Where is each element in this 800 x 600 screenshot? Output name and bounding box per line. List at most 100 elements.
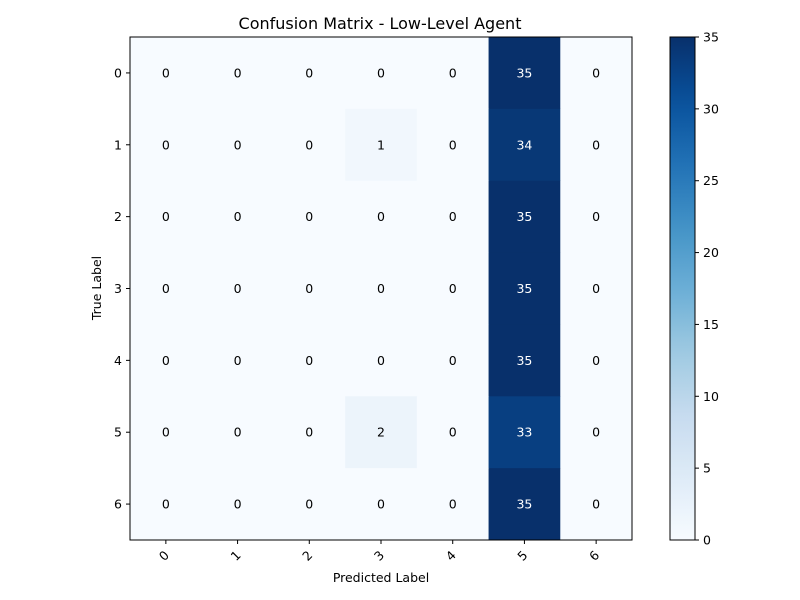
cell-value-label: 0	[592, 137, 600, 152]
cell-value-label: 0	[592, 425, 600, 440]
heatmap-cell	[273, 396, 346, 469]
x-tick-label: 2	[299, 548, 315, 564]
cell-value-label: 0	[234, 209, 242, 224]
heatmap-cell	[273, 37, 346, 110]
y-tick-label: 0	[114, 65, 122, 80]
cell-value-label: 0	[305, 281, 313, 296]
colorbar-tick-label: 15	[703, 317, 719, 332]
colorbar	[669, 36, 696, 541]
heatmap-cell	[345, 180, 418, 254]
x-tick-label: 1	[227, 548, 243, 564]
cell-value-label: 0	[162, 137, 170, 152]
heatmap-cell	[560, 396, 633, 469]
cell-value-label: 0	[377, 209, 385, 224]
heatmap-cell	[345, 252, 418, 325]
heatmap-cell	[488, 180, 561, 254]
heatmap-cell	[201, 180, 274, 254]
heatmap-cell	[345, 324, 418, 397]
x-axis-ticks: 0 1 2 3 4 5 6	[156, 540, 602, 564]
heatmap-cell	[130, 396, 203, 469]
heatmap-cell	[130, 252, 203, 325]
cell-value-label: 0	[162, 497, 170, 512]
cell-value-label: 0	[234, 65, 242, 80]
heatmap-cell	[345, 108, 418, 182]
cell-value-label: 35	[516, 209, 532, 224]
colorbar-tick-label: 10	[703, 389, 719, 404]
y-axis-label: True Label	[89, 256, 104, 321]
colorbar-tick-label: 20	[703, 245, 719, 260]
cell-value-label: 0	[377, 497, 385, 512]
cell-value-label: 0	[305, 209, 313, 224]
heatmap-cell	[201, 468, 274, 541]
cell-value-label: 33	[516, 425, 532, 440]
heatmap-cell	[345, 396, 418, 469]
heatmap-cell	[130, 468, 203, 541]
cell-value-label: 0	[449, 281, 457, 296]
heatmap-cell	[416, 396, 490, 469]
cell-value-label: 0	[162, 425, 170, 440]
y-tick-label: 1	[114, 137, 122, 152]
chart-title: Confusion Matrix - Low-Level Agent	[239, 14, 522, 33]
heatmap-cell	[201, 252, 274, 325]
heatmap-cell	[560, 324, 633, 397]
cell-value-label: 0	[234, 137, 242, 152]
heatmap-cell	[201, 396, 274, 469]
heatmap-cell	[488, 37, 561, 110]
heatmap-cell-labels: 0 0 0 0 0 35 0 0 0 0 1 0 34 0 0 0 0 0 0 35 0 0 0 0 0 0 35 0 0 0 0 0 0 35 0…	[162, 65, 600, 511]
cell-value-label: 0	[234, 281, 242, 296]
heatmap-cell	[201, 108, 274, 182]
cell-value-label: 1	[377, 137, 385, 152]
heatmap-cells	[130, 37, 633, 541]
x-tick-label: 3	[371, 548, 387, 564]
heatmap-cell	[130, 37, 203, 110]
heatmap-cell	[416, 180, 490, 254]
cell-value-label: 0	[162, 209, 170, 224]
cell-value-label: 0	[449, 65, 457, 80]
heatmap-cell	[201, 37, 274, 110]
heatmap-cell	[560, 180, 633, 254]
heatmap-cell	[416, 468, 490, 541]
heatmap-cell	[345, 468, 418, 541]
heatmap-cell	[488, 108, 561, 182]
cell-value-label: 0	[305, 497, 313, 512]
colorbar-tick-label: 35	[703, 30, 719, 45]
colorbar-tick-label: 5	[703, 461, 711, 476]
cell-value-label: 0	[592, 209, 600, 224]
cell-value-label: 0	[162, 281, 170, 296]
y-axis-ticks: 0 1 2 3 4 5 6	[114, 65, 130, 512]
cell-value-label: 34	[516, 137, 532, 152]
colorbar-tick-label: 30	[703, 101, 719, 116]
cell-value-label: 0	[305, 425, 313, 440]
cell-value-label: 0	[234, 497, 242, 512]
heatmap-cell	[130, 180, 203, 254]
colorbar-tick-label: 25	[703, 173, 719, 188]
x-tick-label: 4	[443, 547, 459, 563]
cell-value-label: 0	[234, 353, 242, 368]
heatmap-cell	[488, 252, 561, 325]
cell-value-label: 0	[377, 65, 385, 80]
heatmap-cell	[488, 324, 561, 397]
heatmap-cell	[488, 468, 561, 541]
heatmap-cell	[560, 468, 633, 541]
y-tick-label: 3	[114, 281, 122, 296]
cell-value-label: 0	[592, 353, 600, 368]
cell-value-label: 0	[449, 497, 457, 512]
cell-value-label: 0	[449, 425, 457, 440]
heatmap-cell	[273, 108, 346, 182]
colorbar-ticks: 0 5 10 15 20 25 30 35	[695, 30, 719, 548]
y-tick-label: 6	[114, 497, 122, 512]
cell-value-label: 0	[377, 353, 385, 368]
cell-value-label: 2	[377, 425, 385, 440]
cell-value-label: 0	[449, 137, 457, 152]
cell-value-label: 35	[516, 65, 532, 80]
heatmap-cell	[416, 108, 490, 182]
cell-value-label: 0	[592, 281, 600, 296]
cell-value-label: 35	[516, 497, 532, 512]
heatmap-cell	[560, 37, 633, 110]
heatmap-cell	[273, 468, 346, 541]
x-tick-label: 5	[514, 548, 530, 564]
heatmap-cell	[560, 252, 633, 325]
cell-value-label: 0	[234, 425, 242, 440]
x-tick-label: 0	[156, 547, 172, 563]
